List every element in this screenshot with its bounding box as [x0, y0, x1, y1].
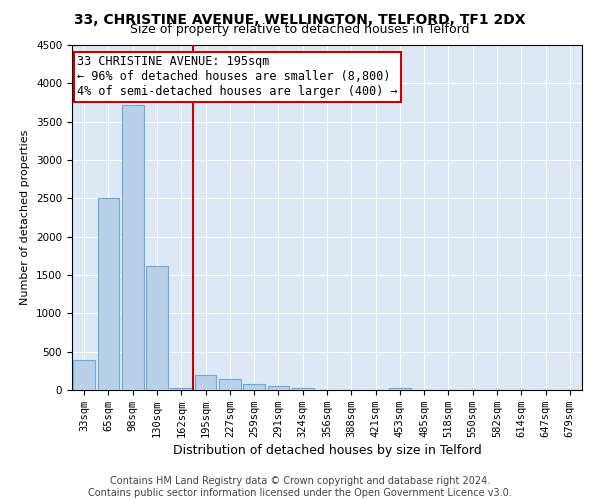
Bar	[170, 388, 192, 390]
Bar	[97, 198, 119, 390]
Text: Contains HM Land Registry data © Crown copyright and database right 2024.
Contai: Contains HM Land Registry data © Crown c…	[88, 476, 512, 498]
Text: Size of property relative to detached houses in Telford: Size of property relative to detached ho…	[130, 22, 470, 36]
Text: 33, CHRISTINE AVENUE, WELLINGTON, TELFORD, TF1 2DX: 33, CHRISTINE AVENUE, WELLINGTON, TELFOR…	[74, 12, 526, 26]
Bar	[243, 384, 265, 390]
X-axis label: Distribution of detached houses by size in Telford: Distribution of detached houses by size …	[173, 444, 481, 457]
Bar	[268, 386, 289, 390]
Bar	[292, 388, 314, 390]
Bar	[73, 360, 95, 390]
Y-axis label: Number of detached properties: Number of detached properties	[20, 130, 31, 305]
Bar	[389, 388, 411, 390]
Text: 33 CHRISTINE AVENUE: 195sqm
← 96% of detached houses are smaller (8,800)
4% of s: 33 CHRISTINE AVENUE: 195sqm ← 96% of det…	[77, 56, 398, 98]
Bar	[146, 266, 168, 390]
Bar	[194, 374, 217, 390]
Bar	[219, 380, 241, 390]
Bar	[122, 105, 143, 390]
